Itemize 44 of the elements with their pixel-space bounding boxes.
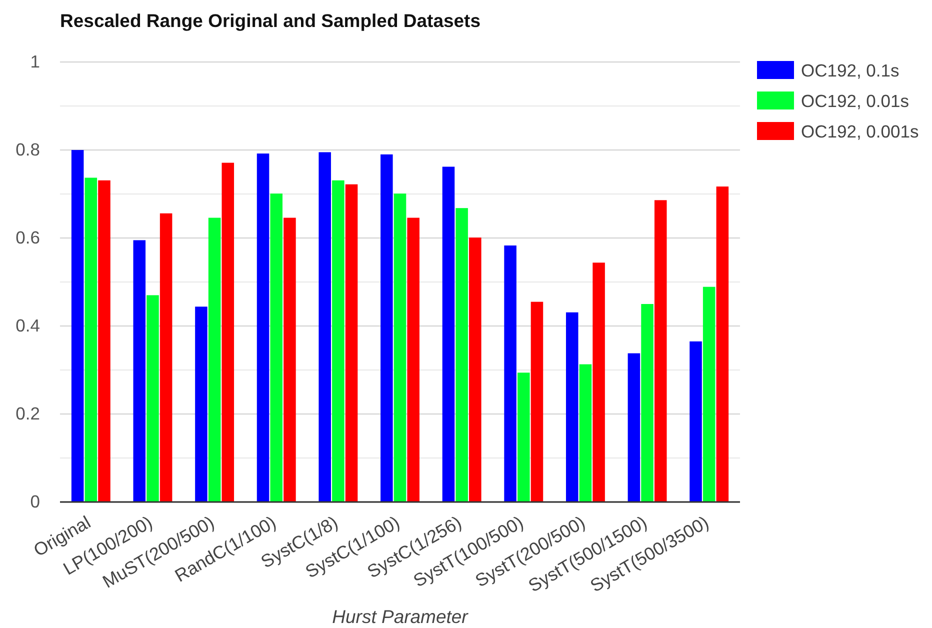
y-tick-label: 0.4 xyxy=(16,316,40,336)
bar xyxy=(160,213,172,502)
bar xyxy=(318,152,331,502)
bar xyxy=(98,180,110,502)
bar xyxy=(518,372,530,502)
bar xyxy=(222,162,234,502)
bar xyxy=(530,302,544,502)
bar xyxy=(407,218,420,502)
bar xyxy=(504,245,516,502)
bar xyxy=(641,304,654,502)
bar xyxy=(566,312,578,502)
bar xyxy=(284,218,296,502)
bar xyxy=(208,218,221,502)
y-tick-label: 0.6 xyxy=(16,228,40,248)
bar xyxy=(270,194,282,502)
x-axis-title: Hurst Parameter xyxy=(332,606,469,627)
bar xyxy=(442,166,455,502)
legend-label: OC192, 0.1s xyxy=(801,60,900,80)
bar xyxy=(84,178,98,502)
bar xyxy=(256,154,270,502)
bar xyxy=(469,238,482,502)
y-tick-label: 1 xyxy=(30,52,40,72)
bar xyxy=(716,186,729,502)
bar xyxy=(195,306,208,502)
bar xyxy=(345,184,358,502)
bar xyxy=(332,180,344,502)
legend-label: OC192, 0.01s xyxy=(801,91,910,111)
bar xyxy=(380,154,393,502)
bar xyxy=(702,286,716,502)
y-tick-label: 0.2 xyxy=(16,404,40,424)
bar xyxy=(394,194,406,502)
bar xyxy=(654,200,667,502)
y-tick-label: 0 xyxy=(30,492,40,512)
bar xyxy=(628,353,640,502)
legend-label: OC192, 0.001s xyxy=(801,122,919,142)
y-tick-label: 0.8 xyxy=(16,140,40,160)
bar xyxy=(133,240,146,502)
bar xyxy=(592,262,605,502)
chart-title: Rescaled Range Original and Sampled Datasets xyxy=(60,10,481,31)
bar xyxy=(146,295,159,502)
bar xyxy=(456,208,468,502)
bar xyxy=(579,364,592,502)
bar xyxy=(71,150,84,502)
bar xyxy=(690,341,702,502)
